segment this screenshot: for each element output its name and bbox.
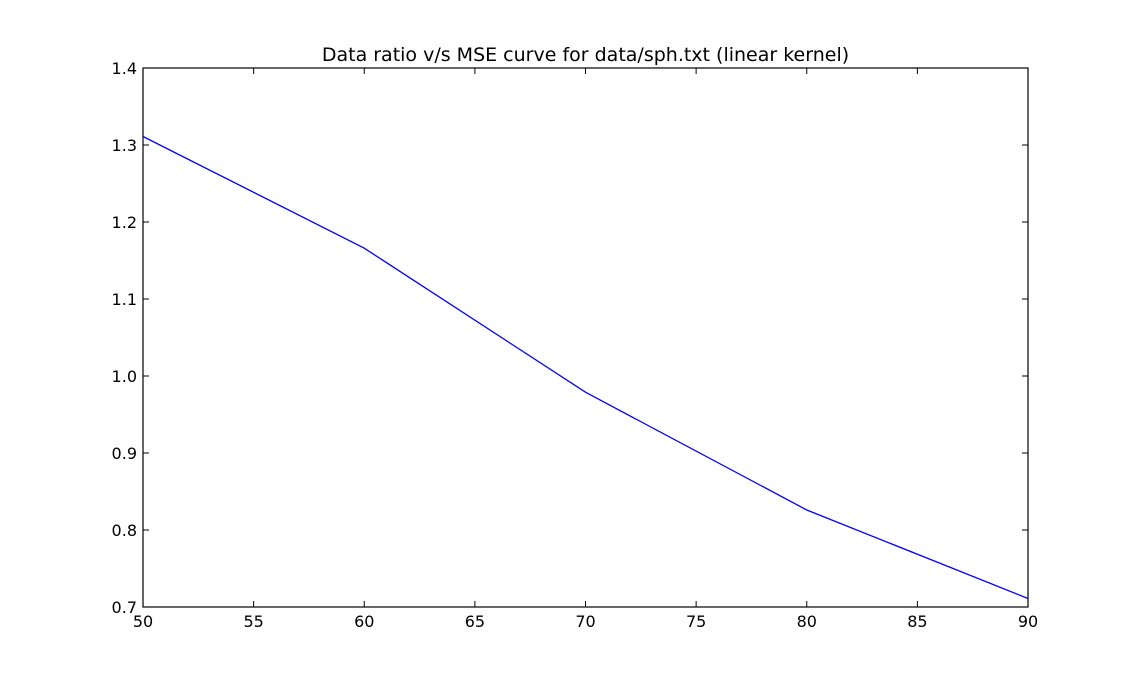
y-tick-label: 1.2 (112, 213, 137, 232)
axes: 50 55 60 65 70 75 80 85 90 0.7 0.8 0.9 1.0 1.1 1.2 1.3 1… (112, 59, 1039, 631)
x-tick-label: 50 (133, 612, 153, 631)
y-tick-label: 0.8 (112, 521, 137, 540)
x-tick-label: 75 (686, 612, 706, 631)
series-line (142, 135, 1029, 600)
x-tick-label: 60 (354, 612, 374, 631)
y-tick-label: 1.3 (112, 136, 137, 155)
x-tick-label: 85 (907, 612, 927, 631)
y-tick-label: 0.9 (112, 444, 137, 463)
y-tick-label: 0.7 (112, 598, 137, 617)
x-tick-label: 55 (243, 612, 263, 631)
x-tick-label: 80 (797, 612, 817, 631)
series-layer (142, 135, 1029, 600)
chart-title: Data ratio v/s MSE curve for data/sph.tx… (322, 44, 849, 66)
y-tick-label: 1.4 (112, 59, 137, 78)
y-tick-label: 1.0 (112, 367, 137, 386)
y-tick-label: 1.1 (112, 290, 137, 309)
x-tick-label: 65 (465, 612, 485, 631)
x-tick-label: 70 (575, 612, 595, 631)
x-tick-label: 90 (1018, 612, 1038, 631)
plot-frame (142, 67, 1029, 608)
